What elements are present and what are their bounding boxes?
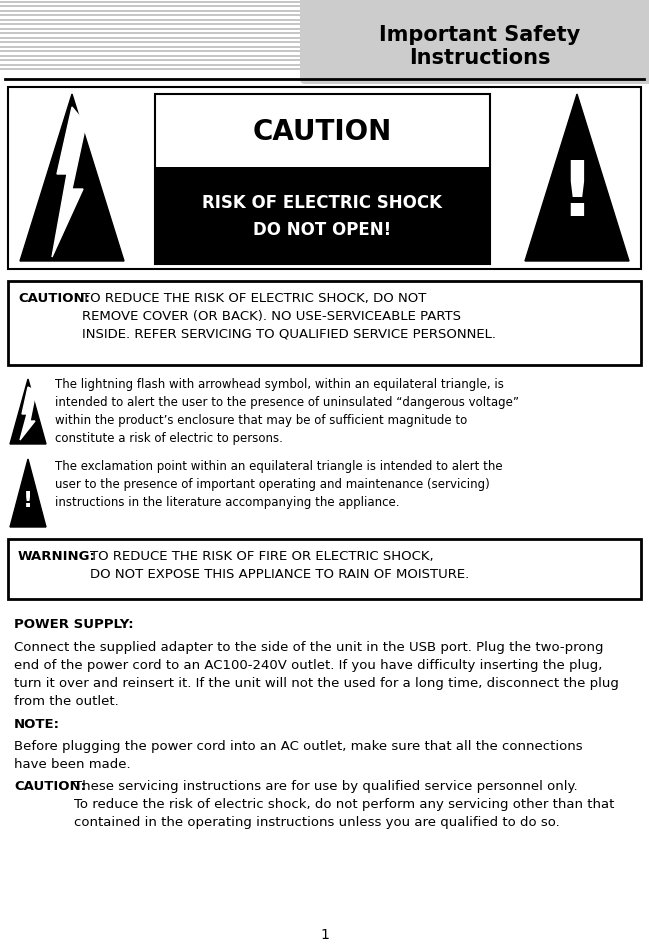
Polygon shape (20, 95, 124, 262)
Text: Before plugging the power cord into an AC outlet, make sure that all the connect: Before plugging the power cord into an A… (14, 739, 583, 770)
Text: POWER SUPPLY:: POWER SUPPLY: (14, 617, 134, 630)
Text: CAUTION:: CAUTION: (14, 779, 86, 792)
FancyBboxPatch shape (8, 540, 641, 600)
Text: Instructions: Instructions (410, 48, 551, 68)
Polygon shape (20, 387, 36, 441)
Text: TO REDUCE THE RISK OF FIRE OR ELECTRIC SHOCK,
DO NOT EXPOSE THIS APPLIANCE TO RA: TO REDUCE THE RISK OF FIRE OR ELECTRIC S… (90, 549, 469, 581)
Text: !: ! (23, 490, 33, 510)
Polygon shape (10, 460, 46, 527)
Polygon shape (525, 95, 629, 262)
FancyBboxPatch shape (8, 88, 641, 269)
Polygon shape (10, 380, 46, 445)
Text: WARNING:: WARNING: (18, 549, 96, 563)
FancyBboxPatch shape (8, 282, 641, 366)
Text: !: ! (559, 158, 594, 231)
Text: 1: 1 (320, 927, 329, 941)
Text: These servicing instructions are for use by qualified service personnel only.
To: These servicing instructions are for use… (74, 779, 615, 828)
Text: Important Safety: Important Safety (380, 25, 581, 45)
FancyBboxPatch shape (155, 168, 490, 265)
Polygon shape (52, 108, 86, 258)
Text: TO REDUCE THE RISK OF ELECTRIC SHOCK, DO NOT
REMOVE COVER (OR BACK). NO USE-SERV: TO REDUCE THE RISK OF ELECTRIC SHOCK, DO… (82, 291, 496, 341)
Text: The lightning flash with arrowhead symbol, within an equilateral triangle, is
in: The lightning flash with arrowhead symbo… (55, 378, 519, 445)
Text: RISK OF ELECTRIC SHOCK
DO NOT OPEN!: RISK OF ELECTRIC SHOCK DO NOT OPEN! (202, 193, 443, 239)
FancyBboxPatch shape (300, 0, 649, 85)
Text: CAUTION: CAUTION (253, 117, 392, 146)
Text: Connect the supplied adapter to the side of the unit in the USB port. Plug the t: Connect the supplied adapter to the side… (14, 641, 619, 707)
Text: NOTE:: NOTE: (14, 717, 60, 730)
Text: CAUTION:: CAUTION: (18, 291, 90, 305)
FancyBboxPatch shape (155, 95, 490, 265)
Text: The exclamation point within an equilateral triangle is intended to alert the
us: The exclamation point within an equilate… (55, 460, 502, 508)
